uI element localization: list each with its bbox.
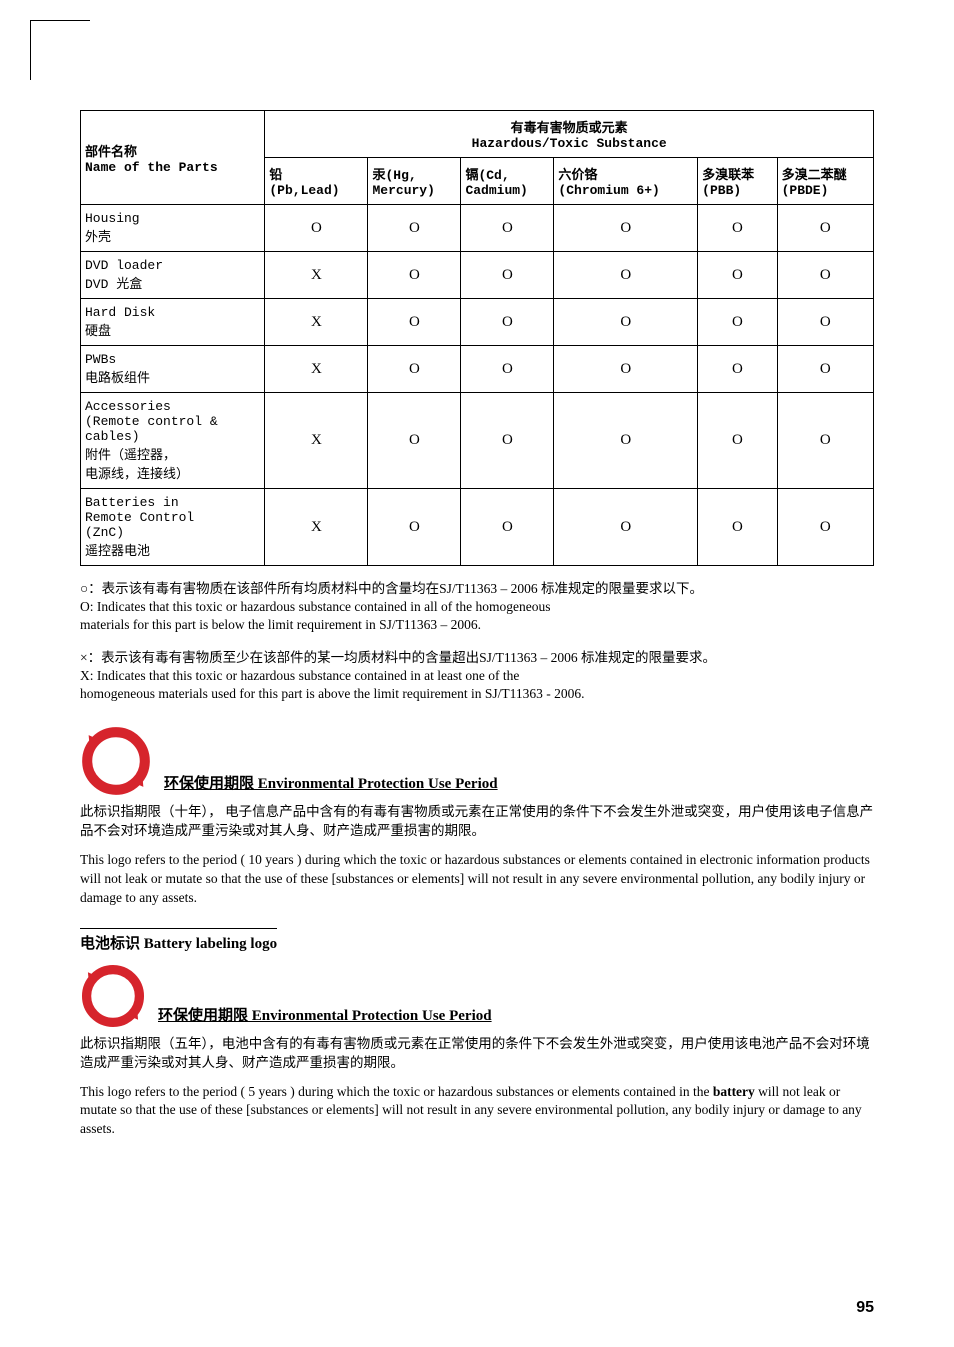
epup10-en: This logo refers to the period ( 10 year… [80,851,874,908]
epup5-en-pre: This logo refers to the period ( 5 years… [80,1084,713,1099]
col-pbde: 多溴二苯醚 (PBDE) [777,158,873,205]
col-pb: 铅 (Pb,Lead) [265,158,368,205]
value-cell: X [265,252,368,299]
epup5-en-bold: battery [713,1084,755,1099]
value-cell: O [368,489,461,566]
note-x-en2: homogeneous materials used for this part… [80,686,585,701]
value-cell: X [265,299,368,346]
part-name-cell: Accessories (Remote control & cables) 附件… [81,393,265,489]
value-cell: O [461,252,554,299]
value-cell: O [698,252,777,299]
battery-heading: 电池标识 Battery labeling logo [80,928,277,953]
col-cr: 六价铬 (Chromium 6+) [554,158,698,205]
epup-10-logo: 10 [80,725,152,797]
table-row: DVD loader DVD 光盒XOOOOO [81,252,874,299]
value-cell: O [554,299,698,346]
epup5-cn: 此标识指期限（五年），电池中含有的有毒有害物质或元素在正常使用的条件下不会发生外… [80,1035,874,1073]
epup-heading-10: 环保使用期限 Environmental Protection Use Peri… [164,772,498,797]
svg-text:5: 5 [105,981,121,1013]
value-cell: O [777,346,873,393]
col-hg: 汞(Hg, Mercury) [368,158,461,205]
value-cell: O [698,299,777,346]
value-cell: O [461,346,554,393]
value-cell: O [554,489,698,566]
part-name-header: 部件名称 Name of the Parts [81,111,265,205]
value-cell: O [698,346,777,393]
value-cell: X [265,489,368,566]
value-cell: O [698,489,777,566]
epup-heading-5: 环保使用期限 Environmental Protection Use Peri… [158,1004,492,1029]
page-number: 95 [856,1299,874,1317]
epup-10-block: 10 环保使用期限 Environmental Protection Use P… [80,725,874,907]
note-x-en1: X: Indicates that this toxic or hazardou… [80,668,519,683]
value-cell: O [777,393,873,489]
value-cell: O [461,299,554,346]
value-cell: O [368,299,461,346]
value-cell: O [554,346,698,393]
value-cell: O [368,393,461,489]
epup-5-block: 5 环保使用期限 Environmental Protection Use Pe… [80,963,874,1139]
value-cell: O [777,252,873,299]
crop-mark [30,20,90,80]
table-row: Housing 外壳OOOOOO [81,205,874,252]
note-x: ×：表示该有毒有害物质至少在该部件的某一均质材料中的含量超出SJ/T11363 … [80,649,874,704]
value-cell: X [265,346,368,393]
table-row: Accessories (Remote control & cables) 附件… [81,393,874,489]
value-cell: O [461,489,554,566]
note-o-cn: ○：表示该有毒有害物质在该部件所有均质材料中的含量均在SJ/T11363 – 2… [80,581,703,596]
epup10-cn: 此标识指期限（十年）， 电子信息产品中含有的有毒有害物质或元素在正常使用的条件下… [80,803,874,841]
note-o: ○：表示该有毒有害物质在该部件所有均质材料中的含量均在SJ/T11363 – 2… [80,580,874,635]
value-cell: O [368,346,461,393]
value-cell: O [554,205,698,252]
epup-5-logo: 5 [80,963,146,1029]
svg-text:10: 10 [101,746,131,777]
value-cell: O [698,393,777,489]
value-cell: O [368,205,461,252]
note-o-en2: materials for this part is below the lim… [80,617,481,632]
part-name-cell: Housing 外壳 [81,205,265,252]
value-cell: O [554,252,698,299]
value-cell: O [368,252,461,299]
value-cell: X [265,393,368,489]
value-cell: O [554,393,698,489]
value-cell: O [698,205,777,252]
value-cell: O [777,299,873,346]
epup5-en: This logo refers to the period ( 5 years… [80,1083,874,1140]
col-cd: 镉(Cd, Cadmium) [461,158,554,205]
value-cell: O [777,489,873,566]
value-cell: O [265,205,368,252]
value-cell: O [777,205,873,252]
table-row: PWBs 电路板组件XOOOOO [81,346,874,393]
substance-group-header: 有毒有害物质或元素 Hazardous/Toxic Substance [265,111,874,158]
note-o-en1: O: Indicates that this toxic or hazardou… [80,599,551,614]
table-row: Batteries in Remote Control (ZnC) 遥控器电池X… [81,489,874,566]
col-pbb: 多溴联苯 (PBB) [698,158,777,205]
value-cell: O [461,205,554,252]
hazardous-substance-table: 部件名称 Name of the Parts 有毒有害物质或元素 Hazardo… [80,110,874,566]
part-name-cell: Batteries in Remote Control (ZnC) 遥控器电池 [81,489,265,566]
part-name-cell: Hard Disk 硬盘 [81,299,265,346]
table-row: Hard Disk 硬盘XOOOOO [81,299,874,346]
value-cell: O [461,393,554,489]
part-name-cell: PWBs 电路板组件 [81,346,265,393]
note-x-cn: ×：表示该有毒有害物质至少在该部件的某一均质材料中的含量超出SJ/T11363 … [80,650,716,665]
part-name-cell: DVD loader DVD 光盒 [81,252,265,299]
